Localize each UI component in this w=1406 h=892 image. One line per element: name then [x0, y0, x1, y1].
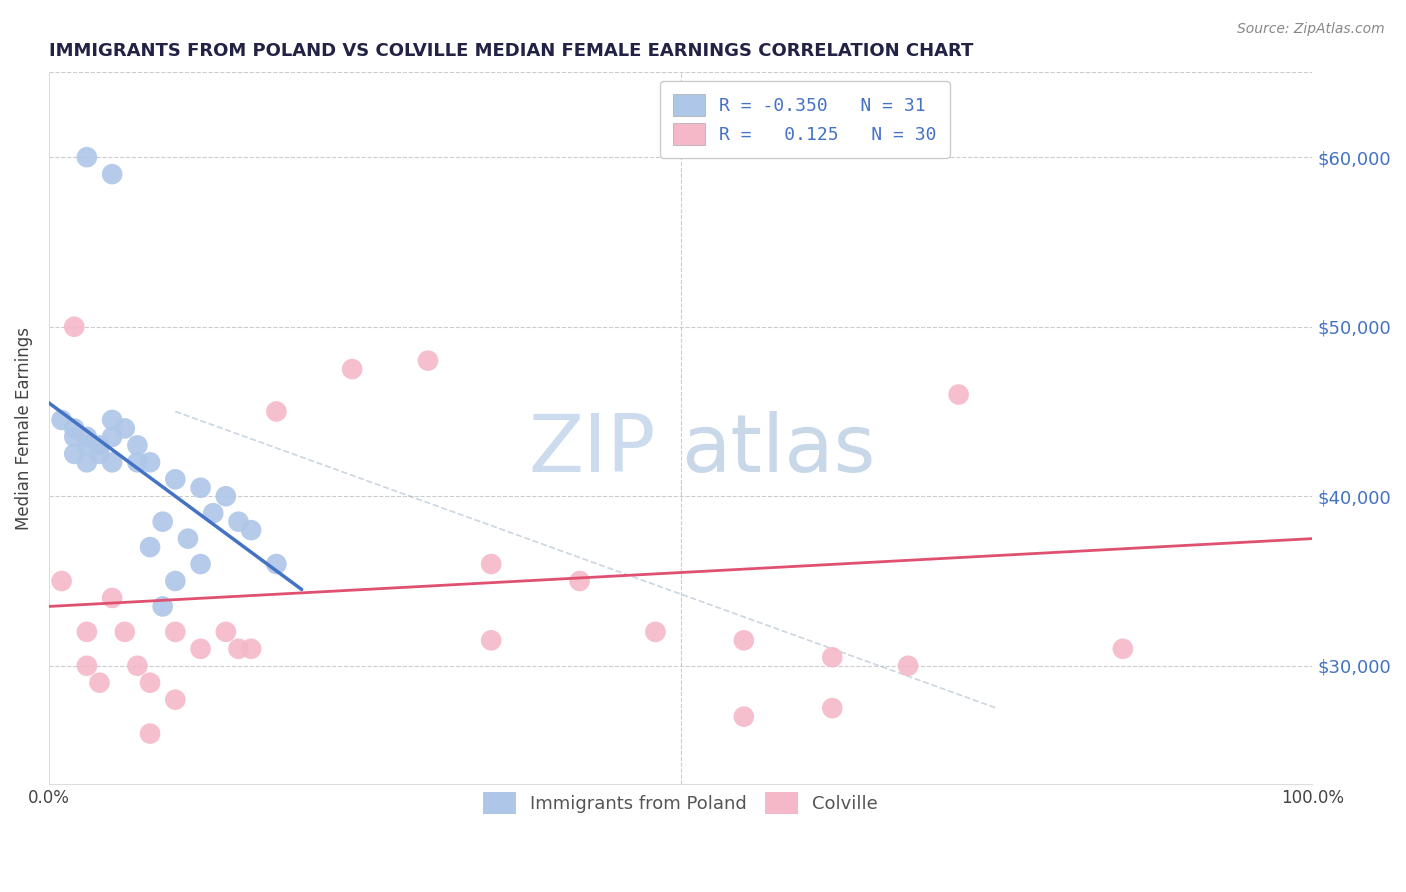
- Point: [190, 557, 212, 571]
- Point: [568, 574, 591, 588]
- Point: [127, 438, 149, 452]
- Text: IMMIGRANTS FROM POLAND VS COLVILLE MEDIAN FEMALE EARNINGS CORRELATION CHART: IMMIGRANTS FROM POLAND VS COLVILLE MEDIA…: [49, 42, 973, 60]
- Point: [266, 404, 288, 418]
- Point: [89, 675, 111, 690]
- Point: [63, 447, 86, 461]
- Point: [51, 413, 73, 427]
- Point: [733, 633, 755, 648]
- Point: [76, 150, 98, 164]
- Point: [152, 515, 174, 529]
- Point: [63, 421, 86, 435]
- Point: [76, 658, 98, 673]
- Point: [101, 455, 124, 469]
- Point: [202, 506, 225, 520]
- Point: [479, 557, 502, 571]
- Point: [177, 532, 200, 546]
- Point: [51, 574, 73, 588]
- Point: [228, 641, 250, 656]
- Point: [114, 421, 136, 435]
- Point: [897, 658, 920, 673]
- Point: [215, 489, 238, 503]
- Text: ZIP: ZIP: [529, 411, 655, 489]
- Point: [139, 540, 162, 554]
- Point: [101, 591, 124, 605]
- Point: [479, 633, 502, 648]
- Point: [416, 353, 439, 368]
- Point: [644, 624, 666, 639]
- Point: [76, 455, 98, 469]
- Point: [165, 692, 187, 706]
- Point: [821, 701, 844, 715]
- Point: [127, 658, 149, 673]
- Point: [190, 481, 212, 495]
- Point: [89, 438, 111, 452]
- Point: [266, 557, 288, 571]
- Point: [101, 167, 124, 181]
- Point: [76, 430, 98, 444]
- Point: [152, 599, 174, 614]
- Point: [165, 624, 187, 639]
- Point: [127, 455, 149, 469]
- Point: [139, 455, 162, 469]
- Y-axis label: Median Female Earnings: Median Female Earnings: [15, 327, 32, 530]
- Point: [89, 447, 111, 461]
- Point: [76, 438, 98, 452]
- Point: [165, 574, 187, 588]
- Point: [114, 624, 136, 639]
- Point: [821, 650, 844, 665]
- Point: [63, 430, 86, 444]
- Point: [948, 387, 970, 401]
- Point: [1112, 641, 1135, 656]
- Point: [733, 709, 755, 723]
- Point: [228, 515, 250, 529]
- Point: [215, 624, 238, 639]
- Point: [63, 319, 86, 334]
- Text: Source: ZipAtlas.com: Source: ZipAtlas.com: [1237, 22, 1385, 37]
- Point: [101, 413, 124, 427]
- Point: [101, 430, 124, 444]
- Point: [165, 472, 187, 486]
- Point: [139, 675, 162, 690]
- Text: atlas: atlas: [681, 411, 875, 489]
- Point: [240, 523, 263, 537]
- Legend: Immigrants from Poland, Colville: Immigrants from Poland, Colville: [472, 781, 889, 825]
- Point: [76, 624, 98, 639]
- Point: [240, 641, 263, 656]
- Point: [139, 726, 162, 740]
- Point: [190, 641, 212, 656]
- Point: [340, 362, 363, 376]
